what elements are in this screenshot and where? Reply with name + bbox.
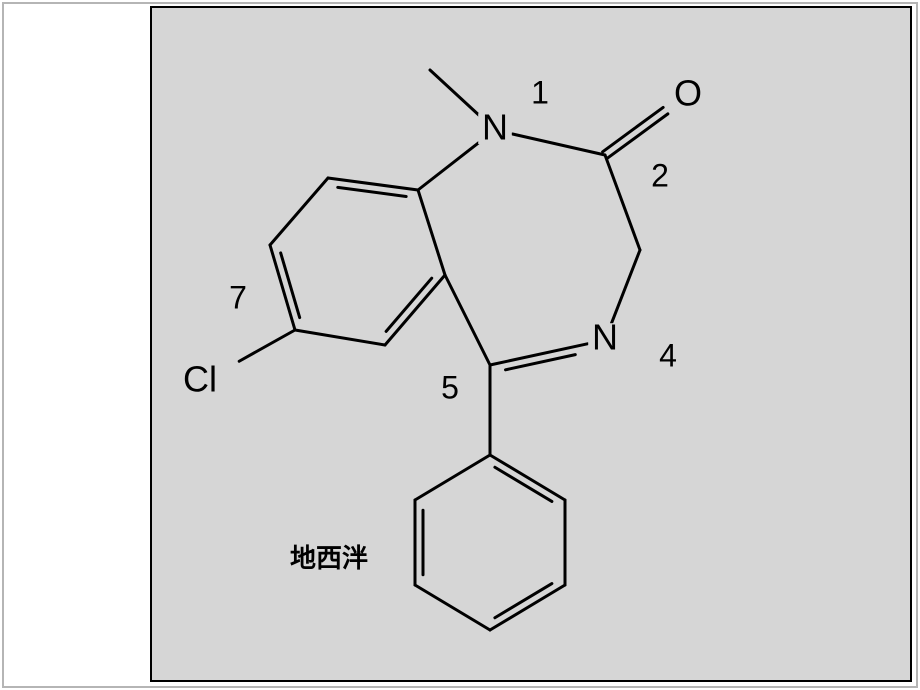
bond-line [495,467,552,501]
bond-line [490,585,565,630]
bond-line [513,134,605,155]
bond-line [295,330,385,345]
bond-line [445,275,490,365]
bond-line [505,355,575,370]
bond-line [603,107,663,151]
bond-line [418,141,481,190]
position-number: 4 [659,337,677,373]
position-number: 7 [229,279,247,315]
atom-label: Cl [183,359,217,400]
bond-line [418,190,445,275]
bond-line [270,178,328,245]
bond-line [605,155,640,250]
compound-caption: 地西泮 [290,543,368,573]
bond-line [490,455,565,500]
position-number: 5 [441,369,459,405]
atom-label: O [674,73,702,114]
bond-line [612,250,640,323]
atom-label: N [592,317,618,358]
bond-line [495,584,552,618]
bond-line [281,253,300,318]
position-number: 2 [651,157,669,193]
chemical-structure-svg: N N O Cl 1 2 4 5 7 地西泮 [0,0,920,690]
bond-line [386,278,432,331]
position-number: 1 [531,74,549,110]
bond-line [338,187,406,196]
bond-line [415,455,490,500]
bond-line [385,275,445,345]
bond-line [415,585,490,630]
bond-line [239,330,295,361]
bond-line [430,70,483,119]
bond-line [607,114,667,158]
atom-label: N [482,107,508,148]
